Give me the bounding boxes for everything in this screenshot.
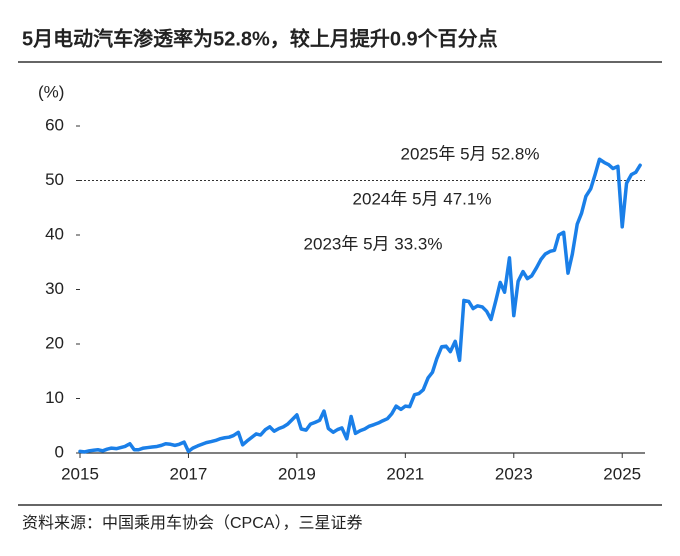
- x-tick-label: 2021: [386, 464, 424, 483]
- chart-title: 5月电动汽车渗透率为52.8%，较上月提升0.9个百分点: [22, 26, 498, 50]
- y-tick-label: 40: [45, 224, 64, 243]
- x-tick-label: 2023: [495, 464, 533, 483]
- y-axis-label: (%): [38, 82, 64, 101]
- annotation: 2025年 5月 52.8%: [401, 144, 540, 163]
- source-note: 资料来源：中国乘用车协会（CPCA），三星证券: [22, 514, 362, 532]
- x-tick-label: 2017: [170, 464, 208, 483]
- y-tick-label: 10: [45, 388, 64, 407]
- y-tick-label: 0: [55, 442, 64, 461]
- x-tick-label: 2015: [61, 464, 99, 483]
- annotation: 2024年 5月 47.1%: [353, 189, 492, 208]
- x-tick-label: 2019: [278, 464, 316, 483]
- y-tick-label: 60: [45, 115, 64, 134]
- y-tick-label: 50: [45, 170, 64, 189]
- x-tick-label: 2025: [603, 464, 641, 483]
- data-line: [78, 157, 642, 454]
- annotation: 2023年 5月 33.3%: [304, 234, 443, 253]
- y-tick-label: 30: [45, 279, 64, 298]
- y-tick-label: 20: [45, 333, 64, 352]
